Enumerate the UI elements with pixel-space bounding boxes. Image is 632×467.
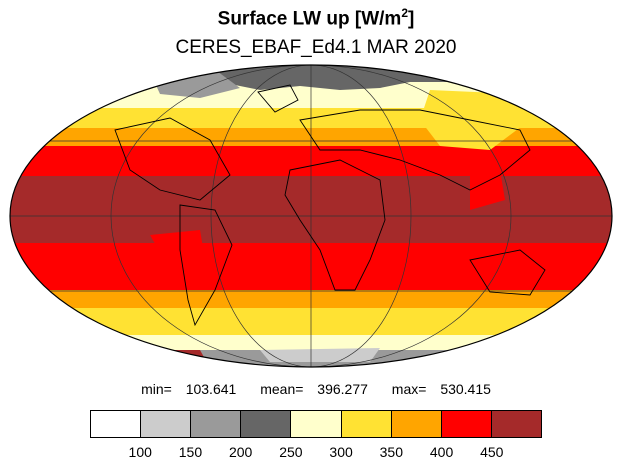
map-fill-layer bbox=[10, 65, 612, 367]
colorbar-box-5 bbox=[341, 411, 392, 437]
himalaya-pale-patch bbox=[420, 90, 530, 150]
colorbar-tick-label: 100 bbox=[128, 444, 152, 460]
colorbar-tick-label: 150 bbox=[178, 444, 203, 460]
colorbar-box-4 bbox=[291, 411, 342, 437]
india-red-patch bbox=[470, 170, 505, 210]
africa-red-patch bbox=[360, 250, 395, 285]
colorbar-tick-label: 400 bbox=[429, 444, 454, 460]
stats-line: min= 103.641 mean= 396.277 max= 530.415 bbox=[141, 381, 491, 397]
colorbar-tick-label: 200 bbox=[228, 444, 253, 460]
colorbar-tick-label: 250 bbox=[279, 444, 303, 460]
coastlines bbox=[114, 84, 546, 327]
band-north-orange bbox=[10, 128, 612, 148]
map-title: Surface LW up [W/m2] bbox=[217, 6, 415, 30]
band-south-red bbox=[10, 243, 612, 273]
colorbar bbox=[90, 410, 542, 438]
map-border bbox=[9, 64, 613, 368]
colorbar-box-8 bbox=[491, 411, 541, 437]
band-south-pale bbox=[10, 335, 612, 350]
band-north-red bbox=[10, 146, 612, 176]
colorbar-box-2 bbox=[191, 411, 242, 437]
colorbar-box-3 bbox=[241, 411, 292, 437]
colorbar-tick-label: 450 bbox=[480, 444, 504, 460]
antarctic-light-patch bbox=[260, 348, 380, 362]
band-south-yellow bbox=[10, 308, 612, 338]
band-south-red2 bbox=[10, 272, 612, 290]
colorbar-box-7 bbox=[441, 411, 492, 437]
map-subtitle: CERES_EBAF_Ed4.1 MAR 2020 bbox=[175, 37, 457, 58]
band-south-orange bbox=[10, 290, 612, 310]
colorbar-tick-label: 350 bbox=[379, 444, 404, 460]
world-map bbox=[9, 64, 613, 368]
colorbar-tick-label: 300 bbox=[329, 444, 353, 460]
colorbar-box-1 bbox=[141, 411, 192, 437]
colorbar-box-0 bbox=[91, 411, 142, 437]
south-america-red-patch bbox=[150, 230, 205, 270]
colorbar-box-6 bbox=[391, 411, 442, 437]
graticule bbox=[10, 65, 612, 367]
